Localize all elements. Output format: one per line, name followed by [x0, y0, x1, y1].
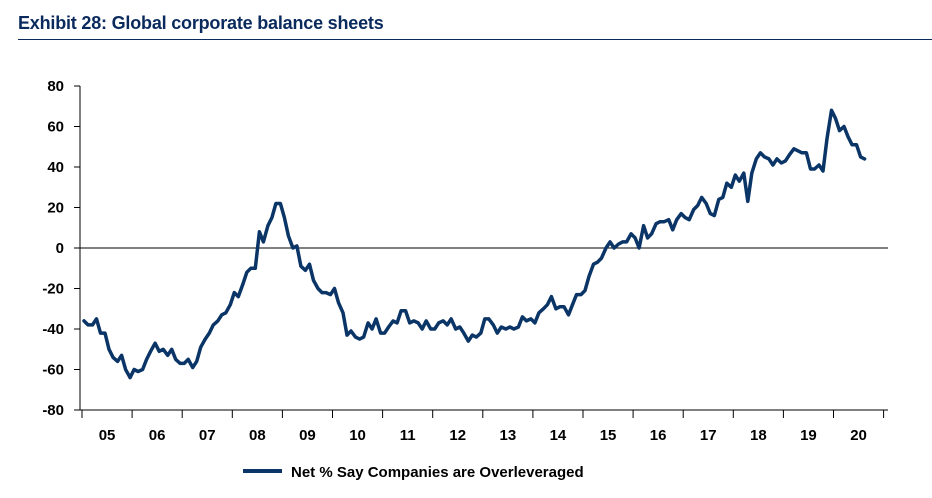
x-tick-label: 12 [449, 427, 466, 444]
x-tick-label: 14 [550, 427, 567, 444]
plot-area [82, 108, 867, 380]
legend: Net % Say Companies are Overleveraged [243, 464, 584, 481]
x-tick-label: 10 [349, 427, 366, 444]
x-tick-label: 18 [750, 427, 767, 444]
y-tick-label: 0 [56, 240, 64, 257]
x-axis: 05 06 07 08 09 10 11 12 13 14 15 16 17 18 19 20 [80, 409, 888, 444]
x-tick-label: 09 [299, 427, 316, 444]
x-tick-label: 07 [199, 427, 216, 444]
x-tick-label: 05 [99, 427, 116, 444]
chart-title: Exhibit 28: Global corporate balance she… [18, 13, 384, 33]
y-axis: 80 60 40 20 0 -20 -40 -60 -80 [42, 78, 888, 419]
x-tick-label: 19 [800, 427, 817, 444]
x-tick-label: 16 [650, 427, 667, 444]
y-tick-label: 80 [47, 78, 64, 95]
x-tick-label: 08 [249, 427, 266, 444]
y-tick-label: 20 [47, 200, 64, 217]
y-tick-label: -60 [42, 362, 64, 379]
y-tick-label: 60 [47, 119, 64, 136]
x-tick-label: 15 [600, 427, 617, 444]
x-tick-label: 06 [149, 427, 166, 444]
y-tick-label: 40 [47, 159, 64, 176]
x-tick-label: 13 [500, 427, 517, 444]
x-tick-label: 17 [700, 427, 717, 444]
x-tick-label: 20 [850, 427, 867, 444]
legend-label: Net % Say Companies are Overleveraged [291, 464, 584, 481]
series-line [82, 108, 867, 380]
y-tick-label: -20 [42, 281, 64, 298]
x-tick-label: 11 [400, 427, 416, 444]
y-tick-label: -40 [42, 321, 64, 338]
title-divider [18, 39, 932, 40]
y-tick-label: -80 [42, 402, 64, 419]
